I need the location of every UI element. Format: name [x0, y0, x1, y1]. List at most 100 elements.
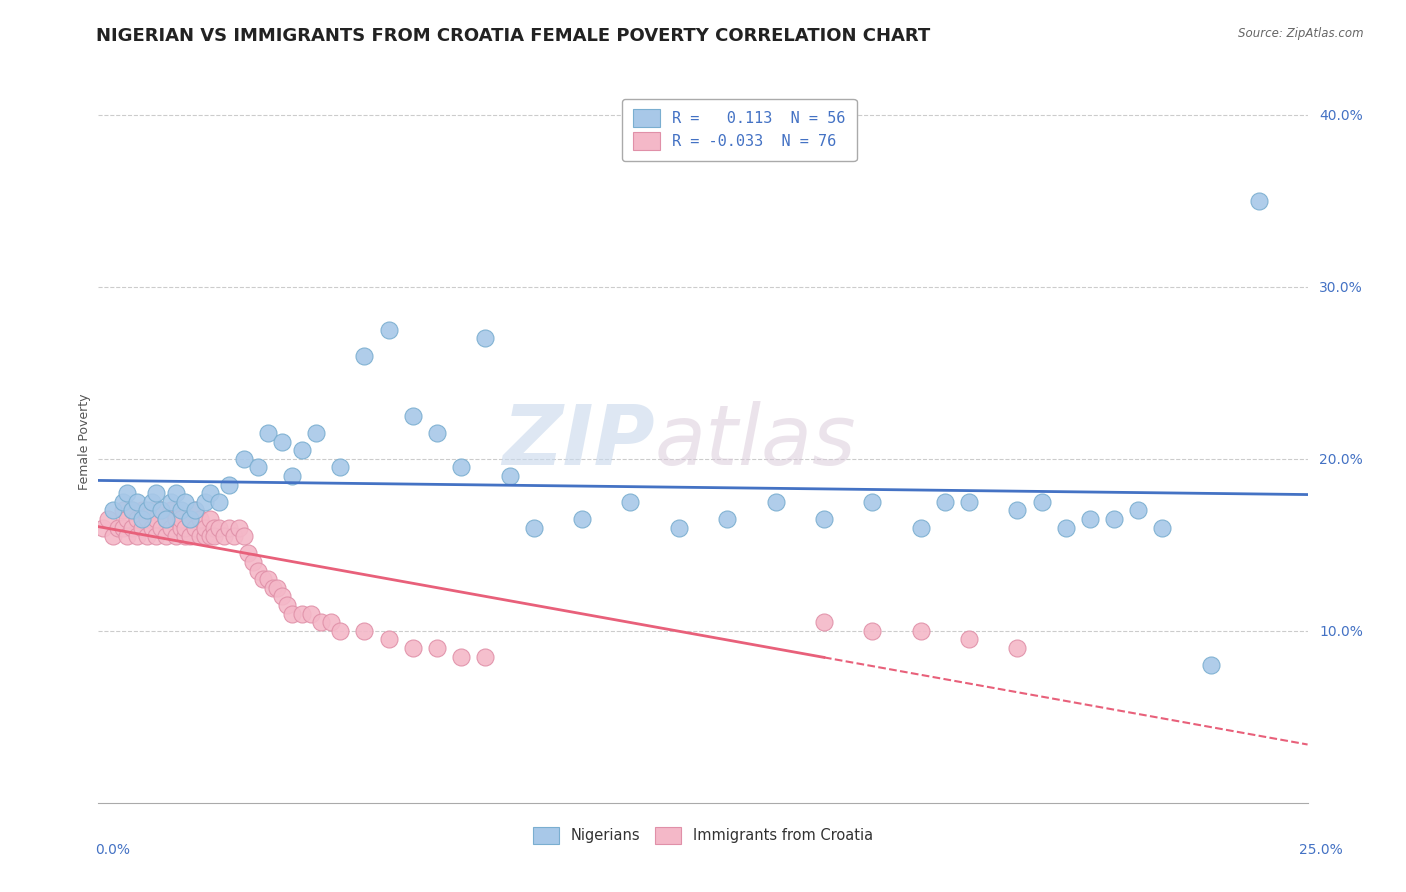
Point	[135, 503, 157, 517]
Point	[145, 512, 167, 526]
Point	[276, 598, 298, 612]
Point	[222, 529, 245, 543]
Point	[957, 632, 980, 647]
Point	[141, 520, 163, 534]
Point	[121, 520, 143, 534]
Point	[194, 529, 217, 543]
Point	[179, 529, 201, 543]
Point	[934, 494, 956, 508]
Point	[145, 529, 167, 543]
Point	[184, 503, 207, 517]
Point	[141, 494, 163, 508]
Point	[184, 520, 207, 534]
Point	[813, 512, 835, 526]
Point	[121, 503, 143, 517]
Point	[860, 624, 883, 638]
Text: Source: ZipAtlas.com: Source: ZipAtlas.com	[1239, 27, 1364, 40]
Point	[1102, 512, 1125, 526]
Point	[281, 469, 304, 483]
Point	[1152, 520, 1174, 534]
Point	[135, 529, 157, 543]
Point	[150, 520, 173, 534]
Point	[218, 477, 240, 491]
Point	[247, 564, 270, 578]
Point	[155, 512, 177, 526]
Point	[765, 494, 787, 508]
Point	[117, 529, 139, 543]
Point	[290, 443, 312, 458]
Point	[194, 520, 217, 534]
Point	[1054, 520, 1077, 534]
Point	[329, 460, 352, 475]
Point	[426, 425, 449, 440]
Point	[117, 486, 139, 500]
Point	[150, 503, 173, 517]
Point	[218, 520, 240, 534]
Point	[174, 520, 197, 534]
Point	[957, 494, 980, 508]
Point	[204, 520, 226, 534]
Point	[121, 503, 143, 517]
Point	[131, 512, 153, 526]
Point	[188, 512, 211, 526]
Point	[716, 512, 738, 526]
Point	[266, 581, 288, 595]
Point	[208, 520, 231, 534]
Point	[1199, 658, 1222, 673]
Point	[155, 529, 177, 543]
Point	[228, 520, 250, 534]
Point	[198, 529, 221, 543]
Point	[141, 503, 163, 517]
Point	[198, 512, 221, 526]
Point	[127, 494, 149, 508]
Point	[131, 520, 153, 534]
Point	[174, 529, 197, 543]
Point	[426, 640, 449, 655]
Point	[204, 529, 226, 543]
Point	[910, 624, 932, 638]
Point	[101, 529, 124, 543]
Point	[107, 520, 129, 534]
Point	[402, 409, 425, 423]
Point	[160, 503, 183, 517]
Point	[353, 349, 375, 363]
Legend: Nigerians, Immigrants from Croatia: Nigerians, Immigrants from Croatia	[527, 822, 879, 850]
Point	[1007, 503, 1029, 517]
Point	[262, 581, 284, 595]
Point	[198, 486, 221, 500]
Text: NIGERIAN VS IMMIGRANTS FROM CROATIA FEMALE POVERTY CORRELATION CHART: NIGERIAN VS IMMIGRANTS FROM CROATIA FEMA…	[96, 27, 929, 45]
Point	[135, 512, 157, 526]
Point	[160, 494, 183, 508]
Point	[111, 520, 134, 534]
Point	[256, 572, 278, 586]
Point	[377, 632, 399, 647]
Point	[256, 425, 278, 440]
Text: ZIP: ZIP	[502, 401, 655, 482]
Point	[523, 520, 546, 534]
Point	[860, 494, 883, 508]
Text: 25.0%: 25.0%	[1299, 843, 1343, 857]
Point	[208, 494, 231, 508]
Point	[271, 590, 294, 604]
Point	[145, 486, 167, 500]
Point	[174, 494, 197, 508]
Point	[165, 512, 187, 526]
Point	[281, 607, 304, 621]
Point	[169, 520, 191, 534]
Point	[1249, 194, 1271, 208]
Point	[668, 520, 690, 534]
Point	[212, 529, 235, 543]
Point	[127, 529, 149, 543]
Point	[252, 572, 274, 586]
Point	[1128, 503, 1150, 517]
Point	[127, 512, 149, 526]
Point	[179, 512, 201, 526]
Point	[353, 624, 375, 638]
Point	[299, 607, 322, 621]
Point	[619, 494, 641, 508]
Point	[571, 512, 593, 526]
Point	[910, 520, 932, 534]
Point	[813, 615, 835, 630]
Point	[165, 486, 187, 500]
Point	[377, 323, 399, 337]
